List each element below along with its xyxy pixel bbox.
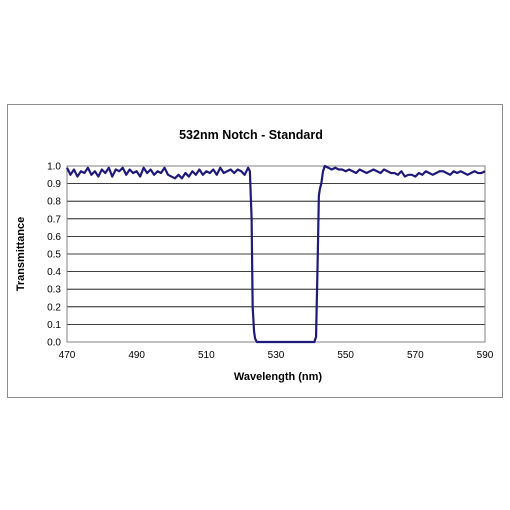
x-tick-label: 470	[59, 350, 76, 361]
y-tick-label: 0.2	[47, 302, 61, 313]
y-tick-labels: 0.0 0.1 0.2 0.3 0.4 0.5 0.6 0.7 0.8 0.9 1.0	[47, 162, 61, 349]
x-tick-labels: 470 490 510 530 550 570 590	[59, 350, 494, 361]
y-tick-label: 0.4	[47, 267, 61, 278]
y-axis-label: Transmittance	[15, 217, 27, 292]
y-tick-label: 0.9	[47, 179, 61, 190]
chart-title: 532nm Notch - Standard	[179, 128, 323, 142]
chart-area: 532nm Notch - Standard 0.0 0.1 0.2 0.3 0.4 0.…	[7, 104, 503, 398]
y-tick-label: 1.0	[47, 162, 61, 173]
x-axis-label: Wavelength (nm)	[234, 371, 323, 383]
x-tick-label: 550	[337, 350, 354, 361]
x-tick-label: 570	[407, 350, 424, 361]
y-tick-label: 0.1	[47, 320, 61, 331]
y-tick-label: 0.8	[47, 197, 61, 208]
x-tick-label: 510	[198, 350, 215, 361]
y-tick-label: 0.5	[47, 250, 61, 261]
series-line-transmittance	[66, 164, 486, 344]
y-tick-label: 0.3	[47, 285, 61, 296]
x-tick-label: 490	[128, 350, 145, 361]
y-tick-label: 0.6	[47, 232, 61, 243]
y-tick-label: 0.7	[47, 214, 61, 225]
x-tick-label: 590	[477, 350, 494, 361]
grid-layer	[67, 165, 485, 343]
x-tick-label: 530	[268, 350, 285, 361]
chart-svg: 532nm Notch - Standard 0.00.10.20.30.40.…	[15, 128, 494, 383]
y-tick-label: 0.0	[47, 338, 61, 349]
